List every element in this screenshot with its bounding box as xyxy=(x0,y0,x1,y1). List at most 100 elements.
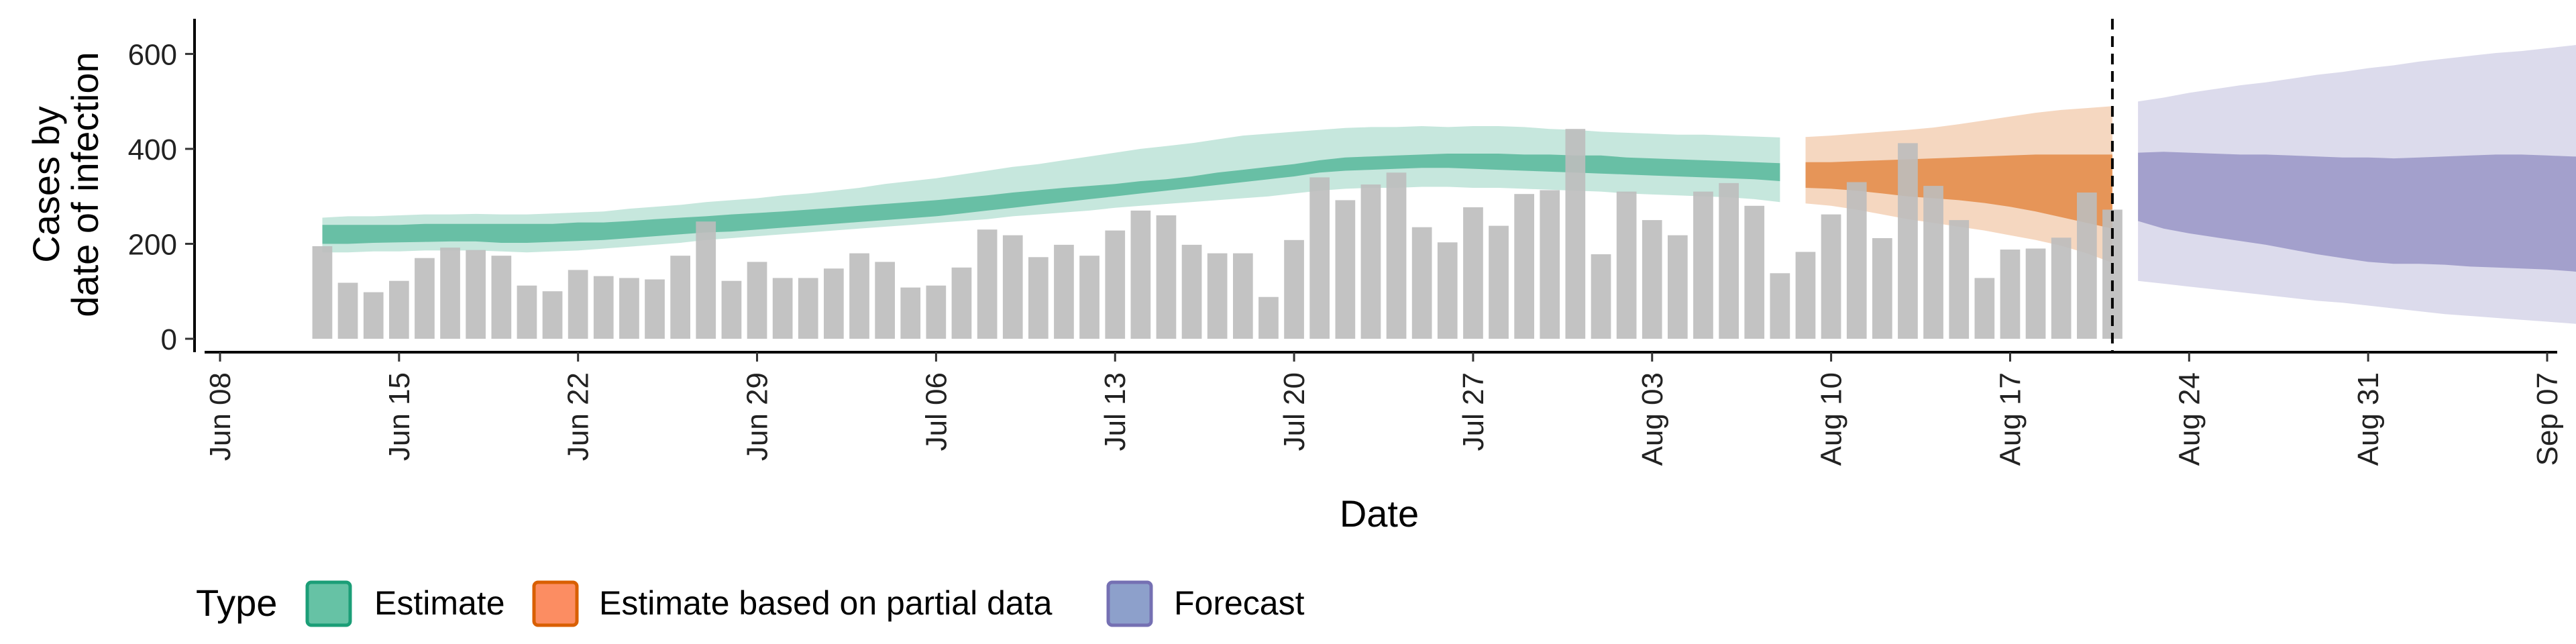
bar xyxy=(1411,227,1432,339)
bars-layer xyxy=(312,129,2123,339)
bar xyxy=(2077,193,2097,339)
x-tick-label: Jul 27 xyxy=(1457,372,1490,451)
x-tick-label: Jul 20 xyxy=(1278,372,1311,451)
y-tick-label: 0 xyxy=(161,323,177,356)
bar xyxy=(951,267,972,339)
bar xyxy=(1616,191,1637,339)
bar xyxy=(1309,177,1330,339)
bar xyxy=(1386,172,1407,339)
legend-item-partial: Estimate based on partial data xyxy=(532,580,1053,627)
bar xyxy=(1514,194,1534,339)
x-tick-label: Jul 13 xyxy=(1099,372,1132,451)
bar xyxy=(466,250,486,339)
bar xyxy=(1770,273,1790,339)
bar xyxy=(1284,239,1304,339)
bar xyxy=(1540,190,1560,339)
bar xyxy=(875,262,895,339)
x-tick-label: Aug 10 xyxy=(1815,372,1848,466)
legend-title: Type xyxy=(196,582,277,624)
bar xyxy=(1668,235,1688,339)
legend-item-forecast: Forecast xyxy=(1106,580,1305,627)
x-tick-label: Aug 31 xyxy=(2352,372,2385,466)
bar xyxy=(721,280,742,339)
bar xyxy=(1821,214,1841,339)
bar xyxy=(1693,191,1713,339)
bar xyxy=(1156,215,1177,339)
y-axis-labels: 0 200 400 600 xyxy=(128,38,177,356)
x-axis-title: Date xyxy=(1340,492,1419,535)
legend-item-estimate: Estimate xyxy=(305,580,505,627)
bar xyxy=(1233,253,1253,339)
bands-layer xyxy=(322,45,2576,324)
bar xyxy=(1130,210,1151,339)
legend-swatch-partial xyxy=(532,580,579,627)
bar xyxy=(542,291,563,339)
bar xyxy=(926,285,947,339)
legend: Type Estimate Estimate based on partial … xyxy=(196,580,1305,627)
bar xyxy=(798,278,818,339)
bar xyxy=(1360,184,1381,339)
bar xyxy=(389,280,409,339)
bar xyxy=(1437,242,1458,339)
legend-swatch-forecast xyxy=(1106,580,1153,627)
bar xyxy=(1463,207,1483,339)
bar xyxy=(1335,200,1356,339)
bar xyxy=(1923,186,1943,339)
forecast-inner-band xyxy=(2138,152,2576,272)
bar xyxy=(1002,235,1023,339)
y-axis-title: Cases by date of infection xyxy=(25,52,106,317)
bar xyxy=(415,258,435,339)
x-axis-labels: Jun 08 Jun 15 Jun 22 Jun 29 Jul 06 Jul 13 Jul … xyxy=(204,372,2564,466)
x-tick-label: Jun 15 xyxy=(383,372,416,461)
x-tick-label: Aug 24 xyxy=(2173,372,2206,466)
bar xyxy=(1642,220,1662,339)
legend-label-estimate: Estimate xyxy=(374,584,505,622)
bar xyxy=(1181,244,1202,339)
bar xyxy=(363,292,384,339)
bar xyxy=(1898,143,1918,339)
legend-label-partial: Estimate based on partial data xyxy=(599,584,1053,622)
bar xyxy=(1719,182,1739,339)
x-tick-label: Aug 17 xyxy=(1994,372,2027,466)
y-axis-title-line-2: date of infection xyxy=(64,52,106,317)
bar xyxy=(568,270,588,339)
x-tick-label: Aug 03 xyxy=(1636,372,1669,466)
y-tick-label: 200 xyxy=(128,228,177,261)
bar xyxy=(1028,257,1049,339)
bar xyxy=(977,229,998,339)
bar xyxy=(593,276,614,339)
bar xyxy=(696,221,716,339)
bar xyxy=(824,268,844,339)
y-tick-label: 600 xyxy=(128,38,177,71)
bar xyxy=(1565,129,1586,339)
estimate-based-on-partial-data-inner-band xyxy=(1805,154,2112,229)
bar xyxy=(772,278,793,339)
x-tick-label: Jun 22 xyxy=(562,372,595,461)
bar xyxy=(645,279,665,339)
bar xyxy=(517,285,537,339)
estimate-inner-band xyxy=(322,154,1780,244)
bar xyxy=(1207,253,1228,339)
x-tick-label: Jun 29 xyxy=(741,372,774,461)
bar xyxy=(440,248,460,339)
x-tick-label: Jul 06 xyxy=(920,372,953,451)
bar xyxy=(1054,244,1074,339)
axes-layer xyxy=(185,19,2557,362)
bar xyxy=(2000,250,2021,339)
bar xyxy=(849,253,869,339)
bar xyxy=(2051,237,2072,339)
x-tick-label: Jun 08 xyxy=(204,372,237,461)
y-tick-label: 400 xyxy=(128,133,177,166)
bar xyxy=(670,256,690,339)
bar xyxy=(1744,205,1765,339)
bar xyxy=(1105,230,1126,339)
bar xyxy=(1949,220,1970,339)
bar xyxy=(747,262,767,339)
bar xyxy=(337,282,358,339)
bar xyxy=(1795,252,1816,339)
legend-label-forecast: Forecast xyxy=(1174,584,1305,622)
legend-swatch-estimate xyxy=(305,580,352,627)
bar xyxy=(619,278,639,339)
bar xyxy=(1079,256,1099,339)
